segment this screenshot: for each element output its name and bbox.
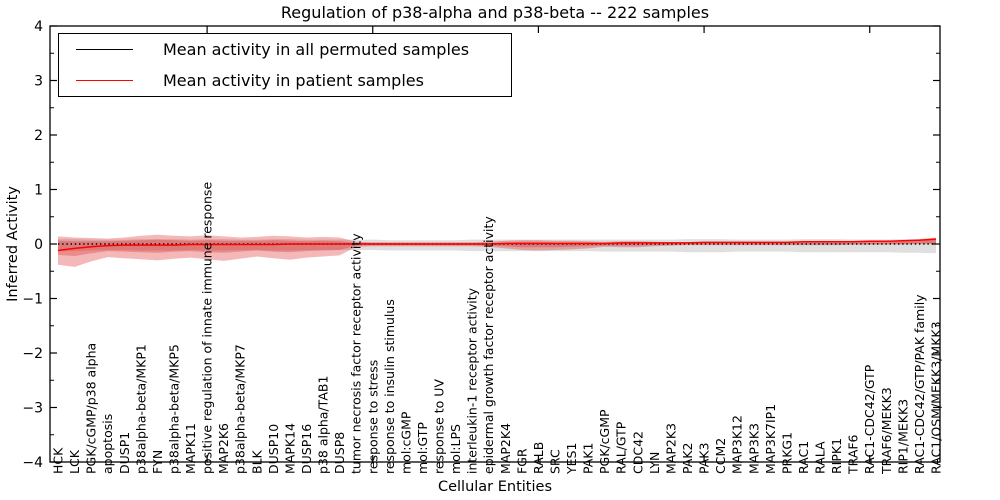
y-tick-label: −1 [22, 292, 43, 308]
x-tick-label: MAP3K7IP1 [763, 404, 778, 474]
x-tick-label: MAP3K12 [730, 415, 745, 474]
x-axis-label: Cellular Entities [437, 479, 553, 495]
x-tick-label: DUSP10 [266, 424, 281, 474]
legend-line-sample-red [76, 80, 133, 81]
y-tick-label: 0 [34, 237, 43, 253]
y-tick-label: −2 [22, 346, 43, 362]
x-tick-label: RIP1/MEKK3 [895, 399, 910, 474]
x-tick-label: p38alpha-beta/MKP5 [167, 344, 182, 474]
x-tick-label: positive regulation of innate immune res… [200, 182, 215, 474]
x-tick-label: PGK/cGMP/p38 alpha [84, 343, 99, 474]
x-tick-label: mol:LPS [448, 424, 463, 474]
x-tick-label: PAK2 [680, 443, 695, 474]
x-tick-label: PAK1 [581, 443, 596, 474]
x-tick-label: PGK/cGMP [597, 409, 612, 474]
x-tick-label: DUSP1 [117, 432, 132, 474]
legend-entry-permuted: Mean activity in all permuted samples [59, 34, 511, 65]
x-tick-label: CCM2 [713, 438, 728, 474]
x-tick-label: LYN [647, 452, 662, 474]
legend-entry-patient: Mean activity in patient samples [59, 65, 511, 96]
chart-title: Regulation of p38-alpha and p38-beta -- … [280, 3, 710, 22]
x-tick-label: MAP2K6 [216, 423, 231, 474]
x-tick-label: response to insulin stimulus [382, 299, 397, 474]
x-tick-label: MAPK11 [183, 423, 198, 474]
x-tick-label: DUSP8 [332, 432, 347, 474]
x-tick-label: epidermal growth factor receptor activit… [481, 216, 496, 474]
x-tick-label: PRKG1 [779, 432, 794, 474]
legend-label-permuted: Mean activity in all permuted samples [163, 40, 470, 59]
x-tick-label: RAC1 [796, 441, 811, 474]
x-tick-label: MAPK14 [282, 423, 297, 474]
x-tick-label: TRAF6/MEKK3 [879, 387, 894, 475]
x-tick-label: mol:cGMP [398, 411, 413, 474]
x-tick-label: MAP3K3 [746, 423, 761, 474]
x-tick-label: tumor necrosis factor receptor activity [349, 233, 364, 474]
y-tick-label: −4 [22, 455, 43, 471]
x-tick-label: p38alpha-beta/MKP1 [133, 344, 148, 474]
x-tick-label: MAP2K3 [663, 423, 678, 474]
x-tick-label: RAL/GTP [614, 421, 629, 474]
x-tick-label: DUSP16 [299, 424, 314, 474]
y-tick-label: 3 [34, 74, 43, 90]
y-tick-label: 1 [34, 183, 43, 199]
x-tick-label: RAC1/OSM/MEKK3/MKK3 [929, 321, 944, 474]
x-tick-label: YES1 [564, 443, 579, 475]
x-tick-label: p38alpha-beta/MKP7 [233, 344, 248, 474]
patient-mean-line [57, 238, 937, 252]
x-tick-label: interleukin-1 receptor activity [465, 287, 480, 474]
x-tick-label: mol:GTP [415, 422, 430, 474]
x-tick-label: apoptosis [100, 414, 115, 474]
x-tick-label: RIPK1 [829, 438, 844, 474]
y-tick-label: −3 [22, 401, 43, 417]
legend: Mean activity in all permuted samples Me… [58, 33, 512, 97]
x-tick-label: MAP2K4 [498, 423, 513, 474]
y-tick-label: 4 [34, 19, 43, 35]
x-tick-label: response to UV [432, 379, 447, 474]
x-tick-label: RALA [813, 441, 828, 474]
x-tick-label: RAC1-CDC42/GTP [862, 364, 877, 474]
legend-label-patient: Mean activity in patient samples [163, 71, 424, 90]
x-tick-label: RAC1-CDC42/GTP/PAK family [912, 294, 927, 474]
x-tick-label: response to stress [365, 360, 380, 474]
x-tick-label: CDC42 [630, 431, 645, 474]
x-tick-label: HCK [51, 447, 66, 474]
y-axis-label: Inferred Activity [5, 186, 21, 302]
y-tick-label: 2 [34, 128, 43, 144]
x-tick-label: FGR [514, 448, 529, 474]
legend-line-sample-black [76, 49, 133, 50]
x-tick-label: TRAF6 [846, 434, 861, 475]
x-tick-label: p38 alpha/TAB1 [316, 376, 331, 474]
